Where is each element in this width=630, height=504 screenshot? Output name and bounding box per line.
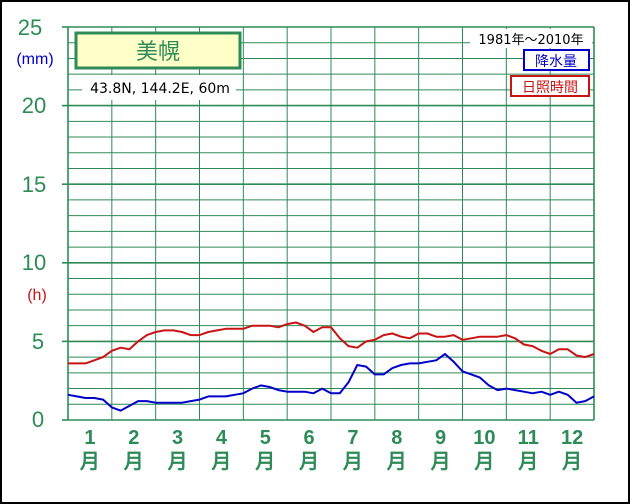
x-tick-label: 8 — [391, 427, 402, 449]
y-tick-label: 0 — [32, 407, 44, 432]
y-tick-labels: 25 20 15 10 5 0 — [18, 15, 46, 432]
x-tick-label-suffix: 月 — [79, 449, 100, 473]
period-box — [470, 29, 592, 48]
data-lines — [67, 321, 595, 412]
x-tick-label: 9 — [435, 427, 446, 449]
location-text: 43.8N, 144.2E, 60m — [90, 81, 230, 97]
x-tick-label: 5 — [260, 427, 271, 449]
legend-precip-box — [523, 49, 590, 71]
x-tick-label-suffix: 月 — [342, 449, 363, 473]
x-tick-label-suffix: 月 — [298, 449, 319, 473]
legend-precip-label: 降水量 — [535, 54, 577, 70]
location-box — [82, 75, 236, 100]
x-tick-label-suffix: 月 — [123, 449, 144, 473]
x-tick-label: 7 — [347, 427, 358, 449]
precipitation-line — [67, 353, 595, 412]
y-tick-label: 25 — [18, 15, 42, 40]
x-tick-label: 6 — [304, 427, 315, 449]
legend-sunshine-label: 日照時間 — [522, 80, 578, 96]
y-tick-label: 10 — [22, 250, 46, 275]
unit-label-mm: (mm) — [16, 51, 53, 68]
grid-lines — [62, 26, 595, 421]
y-tick-label: 20 — [22, 93, 46, 118]
x-tick-label-suffix: 月 — [210, 449, 231, 473]
x-tick-label-suffix: 月 — [473, 449, 494, 473]
period-text: 1981年〜2010年 — [478, 33, 583, 48]
x-tick-label-suffix: 月 — [561, 449, 582, 473]
x-tick-label-suffix: 月 — [167, 449, 188, 473]
y-tick-label: 15 — [22, 172, 46, 197]
x-tick-label: 10 — [473, 427, 495, 449]
x-tick-label: 11 — [518, 427, 539, 449]
unit-label-h: (h) — [27, 287, 47, 304]
x-tick-label-suffix: 月 — [517, 449, 538, 473]
y-tick-label: 5 — [32, 329, 44, 354]
station-name-box — [74, 31, 242, 70]
x-tick-label-suffix: 月 — [430, 449, 451, 473]
x-tick-label: 4 — [216, 427, 228, 449]
x-tick-label-suffix: 月 — [254, 449, 275, 473]
x-tick-label: 1 — [84, 427, 95, 449]
legend-sunshine-box — [510, 75, 590, 97]
sunshine-line — [68, 321, 595, 365]
x-tick-label: 12 — [561, 427, 583, 449]
x-tick-label-suffix: 月 — [386, 449, 407, 473]
station-name: 美幌 — [136, 40, 180, 65]
x-tick-label: 3 — [172, 427, 183, 449]
x-tick-label: 2 — [128, 427, 139, 449]
